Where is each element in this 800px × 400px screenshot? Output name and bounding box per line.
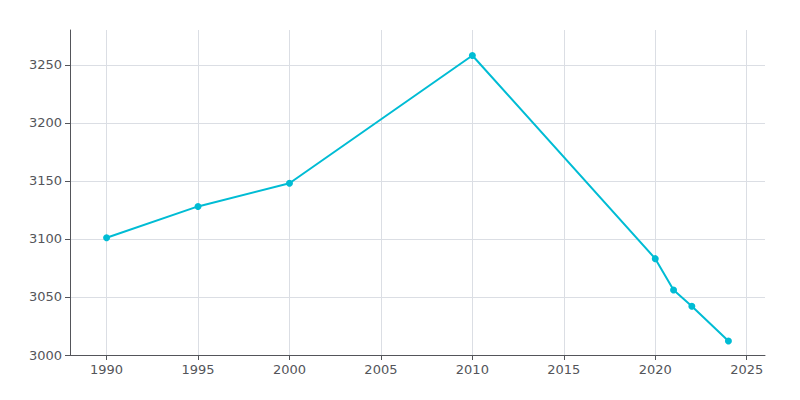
svg-text:3050: 3050 bbox=[29, 289, 62, 304]
svg-text:3150: 3150 bbox=[29, 173, 62, 188]
svg-text:2005: 2005 bbox=[364, 362, 397, 377]
svg-text:2025: 2025 bbox=[730, 362, 763, 377]
svg-text:1990: 1990 bbox=[90, 362, 123, 377]
svg-text:2020: 2020 bbox=[639, 362, 672, 377]
svg-text:2010: 2010 bbox=[456, 362, 489, 377]
svg-text:3250: 3250 bbox=[29, 57, 62, 72]
svg-text:2000: 2000 bbox=[273, 362, 306, 377]
svg-text:2015: 2015 bbox=[547, 362, 580, 377]
svg-text:3200: 3200 bbox=[29, 115, 62, 130]
svg-text:3000: 3000 bbox=[29, 348, 62, 363]
svg-text:3100: 3100 bbox=[29, 231, 62, 246]
svg-text:1995: 1995 bbox=[181, 362, 214, 377]
